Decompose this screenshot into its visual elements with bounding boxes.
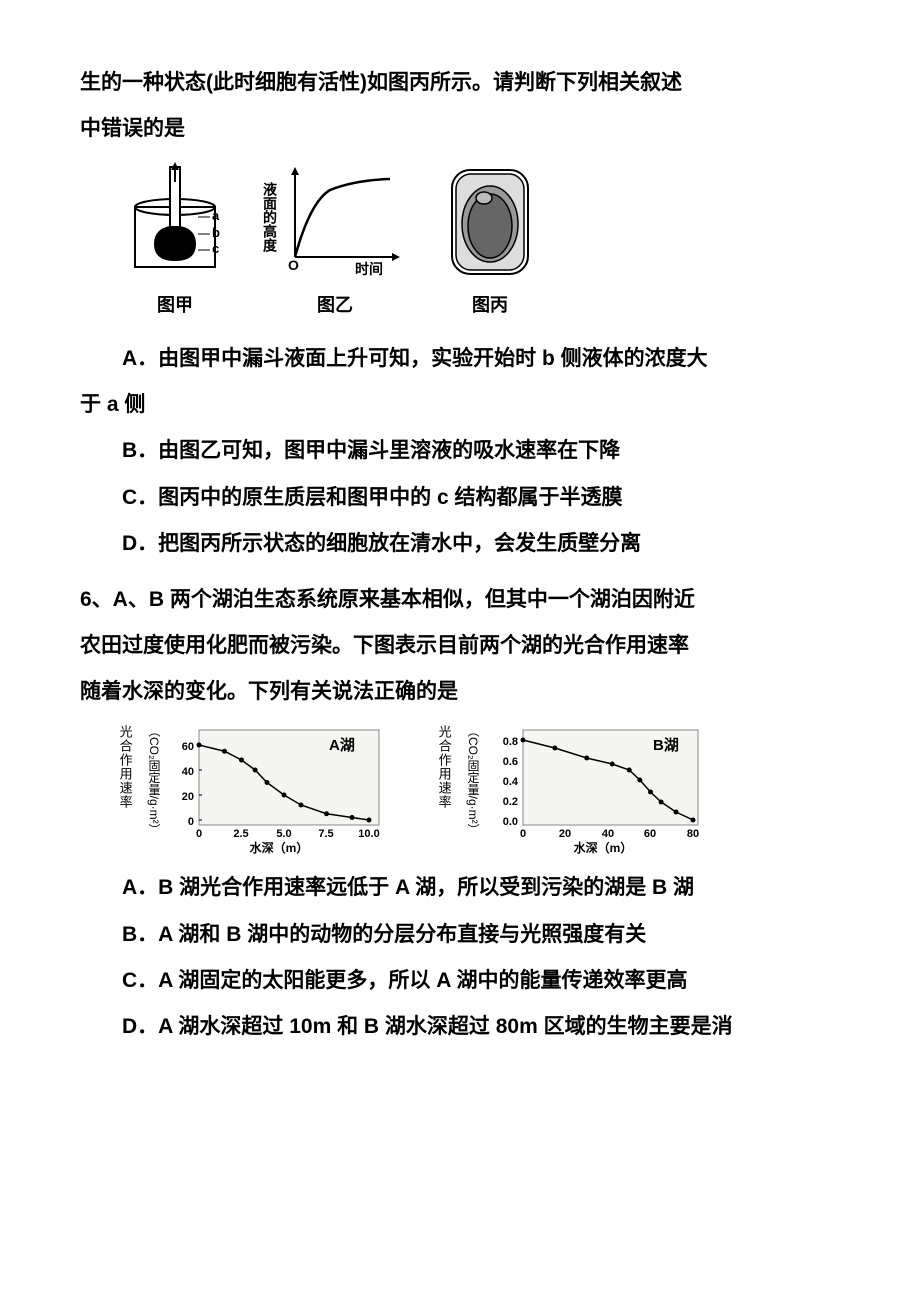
svg-text:0.2: 0.2 xyxy=(503,796,518,808)
q6-optB: B．A 湖和 B 湖中的动物的分层分布直接与光照强度有关 xyxy=(80,912,840,958)
q6-optC: C．A 湖固定的太阳能更多，所以 A 湖中的能量传递效率更高 xyxy=(80,958,840,1004)
chart-b-ylabel: （CO₂固定量/g·m²） xyxy=(460,725,486,836)
fig-jia-label: 图甲 xyxy=(157,286,193,326)
svg-text:0.0: 0.0 xyxy=(503,816,518,828)
q5-optA-cont: 于 a 侧 xyxy=(80,382,840,428)
chart-a-svg: 0 20 40 60 0 2.5 5.0 7.5 10.0 A湖 水深（m） xyxy=(169,725,389,855)
label-b: b xyxy=(212,225,220,240)
q6-optD: D．A 湖水深超过 10m 和 B 湖水深超过 80m 区域的生物主要是消 xyxy=(80,1004,840,1050)
q6-intro-line1: 6、A、B 两个湖泊生态系统原来基本相似，但其中一个湖泊因附近 xyxy=(80,577,840,623)
q5-optD: D．把图丙所示状态的细胞放在清水中，会发生质壁分离 xyxy=(80,521,840,567)
fig-bing-label: 图丙 xyxy=(472,286,508,326)
svg-text:0.8: 0.8 xyxy=(503,736,518,748)
fig-yi-label: 图乙 xyxy=(317,286,353,326)
q5-intro-line2: 中错误的是 xyxy=(80,106,840,152)
chart-b-xlabel: 水深（m） xyxy=(574,840,633,855)
svg-text:0: 0 xyxy=(520,828,526,840)
svg-text:80: 80 xyxy=(687,828,699,840)
chart-a-xlabel: 水深（m） xyxy=(250,840,309,855)
chart-a-ylabel: （CO₂固定量/g·m²） xyxy=(141,725,167,836)
fig-yi-svg: 液面的高度 O 时间 xyxy=(260,162,410,282)
svg-text:2.5: 2.5 xyxy=(233,828,248,840)
fig-yi-ylabel: 液面的高度 xyxy=(262,182,278,254)
chart-a-title: A湖 xyxy=(329,737,355,754)
q6-intro-line3: 随着水深的变化。下列有关说法正确的是 xyxy=(80,669,840,715)
q5-optA: A．由图甲中漏斗液面上升可知，实验开始时 b 侧液体的浓度大 xyxy=(80,336,840,382)
svg-text:20: 20 xyxy=(559,828,571,840)
chart-b-title: B湖 xyxy=(653,737,679,754)
chart-b-svg: 0.0 0.2 0.4 0.6 0.8 0 20 40 60 80 B湖 水深（… xyxy=(488,725,708,855)
label-a: a xyxy=(212,208,220,223)
svg-text:0.4: 0.4 xyxy=(503,776,519,788)
q6-optA: A．B 湖光合作用速率远低于 A 湖，所以受到污染的湖是 B 湖 xyxy=(80,865,840,911)
fig-yi: 液面的高度 O 时间 图乙 xyxy=(260,162,410,326)
svg-text:20: 20 xyxy=(182,791,194,803)
svg-text:7.5: 7.5 xyxy=(318,828,333,840)
svg-text:60: 60 xyxy=(182,741,194,753)
svg-text:5.0: 5.0 xyxy=(276,828,291,840)
svg-text:40: 40 xyxy=(182,766,194,778)
svg-text:0: 0 xyxy=(196,828,202,840)
q5-optC: C．图丙中的原生质层和图甲中的 c 结构都属于半透膜 xyxy=(80,475,840,521)
svg-text:O: O xyxy=(288,257,299,273)
chart-a: 光合作用速率 （CO₂固定量/g·m²） 0 20 40 60 0 2.5 5.… xyxy=(110,725,389,855)
q5-figures: a b c 图甲 液面的高度 O 时间 图乙 xyxy=(120,162,840,326)
chart-b-vlabel: 光合作用速率 xyxy=(429,725,458,809)
fig-jia: a b c 图甲 xyxy=(120,162,230,326)
svg-text:0.6: 0.6 xyxy=(503,756,518,768)
q5-optB: B．由图乙可知，图甲中漏斗里溶液的吸水速率在下降 xyxy=(80,428,840,474)
label-c: c xyxy=(212,241,219,256)
q6-intro-line2: 农田过度使用化肥而被污染。下图表示目前两个湖的光合作用速率 xyxy=(80,623,840,669)
svg-text:60: 60 xyxy=(644,828,656,840)
chart-b: 光合作用速率 （CO₂固定量/g·m²） 0.0 0.2 0.4 0.6 0.8… xyxy=(429,725,708,855)
svg-text:10.0: 10.0 xyxy=(358,828,379,840)
q6-charts: 光合作用速率 （CO₂固定量/g·m²） 0 20 40 60 0 2.5 5.… xyxy=(110,725,840,855)
fig-jia-svg: a b c xyxy=(120,162,230,282)
fig-bing-svg xyxy=(440,162,540,282)
chart-a-vlabel: 光合作用速率 xyxy=(110,725,139,809)
q5-intro-line1: 生的一种状态(此时细胞有活性)如图丙所示。请判断下列相关叙述 xyxy=(80,60,840,106)
fig-yi-xlabel: 时间 xyxy=(355,261,383,277)
svg-text:40: 40 xyxy=(602,828,614,840)
svg-text:0: 0 xyxy=(188,816,194,828)
fig-bing: 图丙 xyxy=(440,162,540,326)
